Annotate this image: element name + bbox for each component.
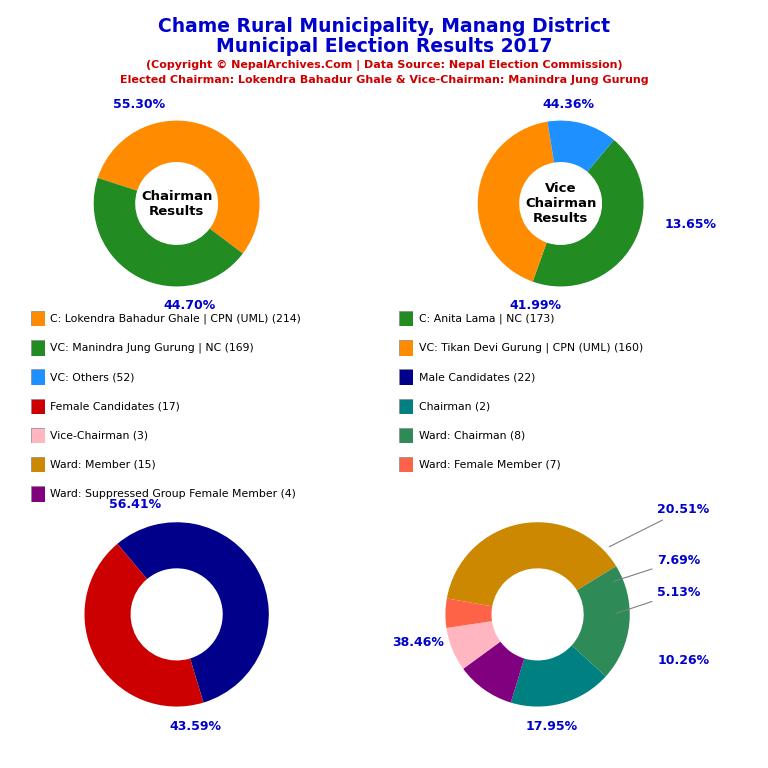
- Text: Elected Chairman: Lokendra Bahadur Ghale & Vice-Chairman: Manindra Jung Gurung: Elected Chairman: Lokendra Bahadur Ghale…: [120, 75, 648, 85]
- Text: 20.51%: 20.51%: [609, 503, 710, 547]
- Text: Chairman (2): Chairman (2): [419, 401, 490, 412]
- Text: (Copyright © NepalArchives.Com | Data Source: Nepal Election Commission): (Copyright © NepalArchives.Com | Data So…: [146, 60, 622, 71]
- Text: Municipal Election Results 2017: Municipal Election Results 2017: [216, 37, 552, 56]
- Text: 56.41%: 56.41%: [109, 498, 161, 511]
- Text: Chairman
Results: Chairman Results: [141, 190, 212, 217]
- Wedge shape: [447, 522, 616, 607]
- Text: Ward: Suppressed Group Female Member (4): Ward: Suppressed Group Female Member (4): [50, 488, 296, 499]
- Wedge shape: [533, 140, 644, 286]
- Wedge shape: [98, 121, 260, 253]
- Text: 43.59%: 43.59%: [169, 720, 221, 733]
- Text: VC: Tikan Devi Gurung | CPN (UML) (160): VC: Tikan Devi Gurung | CPN (UML) (160): [419, 343, 643, 353]
- Wedge shape: [571, 566, 630, 677]
- Text: 10.26%: 10.26%: [657, 654, 710, 667]
- Wedge shape: [548, 121, 614, 172]
- Text: Ward: Chairman (8): Ward: Chairman (8): [419, 430, 525, 441]
- Wedge shape: [478, 121, 554, 282]
- Text: 44.36%: 44.36%: [543, 98, 595, 111]
- Text: Chame Rural Municipality, Manang District: Chame Rural Municipality, Manang Distric…: [158, 17, 610, 36]
- Wedge shape: [446, 621, 501, 669]
- Wedge shape: [118, 522, 269, 703]
- Text: Female Candidates (17): Female Candidates (17): [50, 401, 180, 412]
- Text: 5.13%: 5.13%: [616, 586, 700, 614]
- Text: VC: Manindra Jung Gurung | NC (169): VC: Manindra Jung Gurung | NC (169): [50, 343, 253, 353]
- Text: 38.46%: 38.46%: [392, 636, 444, 648]
- Text: 55.30%: 55.30%: [113, 98, 165, 111]
- Text: Ward: Member (15): Ward: Member (15): [50, 459, 156, 470]
- Text: 13.65%: 13.65%: [664, 218, 717, 230]
- Text: 41.99%: 41.99%: [510, 299, 561, 312]
- Text: Number of
Candidates
by Gender: Number of Candidates by Gender: [134, 593, 219, 636]
- Text: 17.95%: 17.95%: [525, 720, 578, 733]
- Text: 44.70%: 44.70%: [163, 299, 215, 312]
- Wedge shape: [94, 178, 243, 286]
- Text: Vice-Chairman (3): Vice-Chairman (3): [50, 430, 148, 441]
- Wedge shape: [463, 641, 525, 703]
- Text: Male Candidates (22): Male Candidates (22): [419, 372, 535, 382]
- Text: 7.69%: 7.69%: [614, 554, 700, 581]
- Wedge shape: [511, 645, 606, 707]
- Text: C: Anita Lama | NC (173): C: Anita Lama | NC (173): [419, 313, 554, 324]
- Wedge shape: [445, 598, 492, 628]
- Text: C: Lokendra Bahadur Ghale | CPN (UML) (214): C: Lokendra Bahadur Ghale | CPN (UML) (2…: [50, 313, 301, 324]
- Text: Ward: Female Member (7): Ward: Female Member (7): [419, 459, 561, 470]
- Text: Vice
Chairman
Results: Vice Chairman Results: [525, 182, 596, 225]
- Text: VC: Others (52): VC: Others (52): [50, 372, 134, 382]
- Text: Number of
Candidates
by Positions: Number of Candidates by Positions: [495, 593, 581, 636]
- Wedge shape: [84, 544, 204, 707]
